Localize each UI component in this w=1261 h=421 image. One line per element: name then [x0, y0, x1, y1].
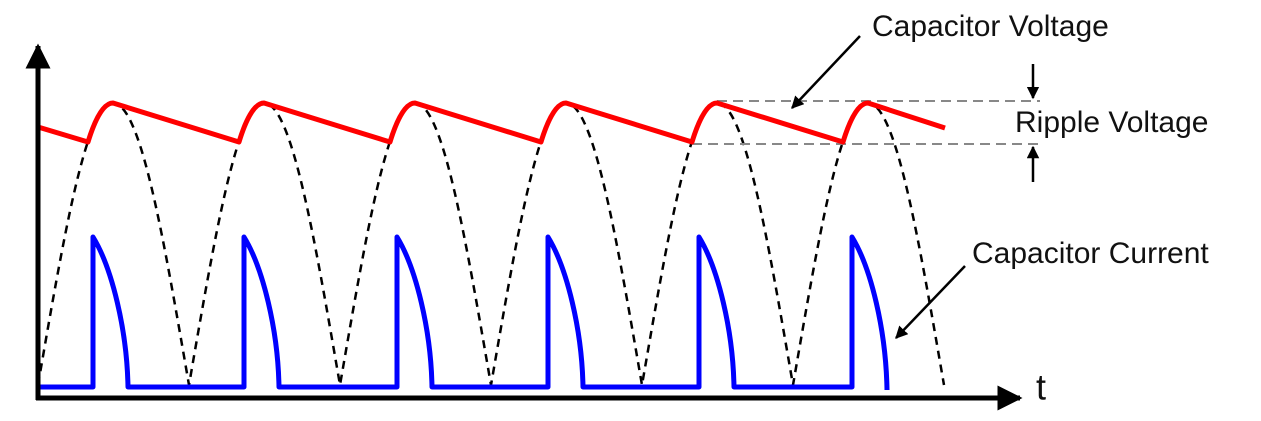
- label: Capacitor Voltage: [872, 10, 1109, 43]
- current-pointer: [895, 265, 966, 339]
- axis-label: t: [1036, 367, 1046, 408]
- voltage-pointer: [791, 35, 861, 109]
- capacitor-current: [38, 234, 890, 391]
- rectified-sine: [36, 101, 946, 386]
- capacitor-voltage: [37, 100, 946, 145]
- label: Ripple Voltage: [1015, 106, 1208, 139]
- label: Capacitor Current: [972, 237, 1209, 270]
